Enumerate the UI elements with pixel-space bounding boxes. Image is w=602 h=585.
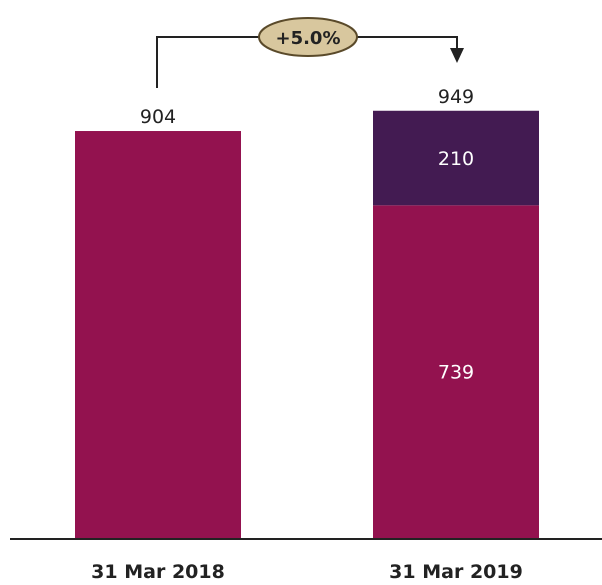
arrowhead-icon [450,48,464,63]
category-label-2018: 31 Mar 2018 [91,561,225,583]
segment-label-upper-2019: 210 [438,148,474,170]
category-label-2019: 31 Mar 2019 [389,561,523,583]
total-label-2018: 904 [140,106,176,128]
total-label-2019: 949 [438,86,474,108]
bars-group [75,111,539,538]
bar-segment-lower-2018 [75,131,241,538]
change-badge-label: +5.0% [275,28,340,49]
segment-label-lower-2019: 739 [438,362,474,384]
